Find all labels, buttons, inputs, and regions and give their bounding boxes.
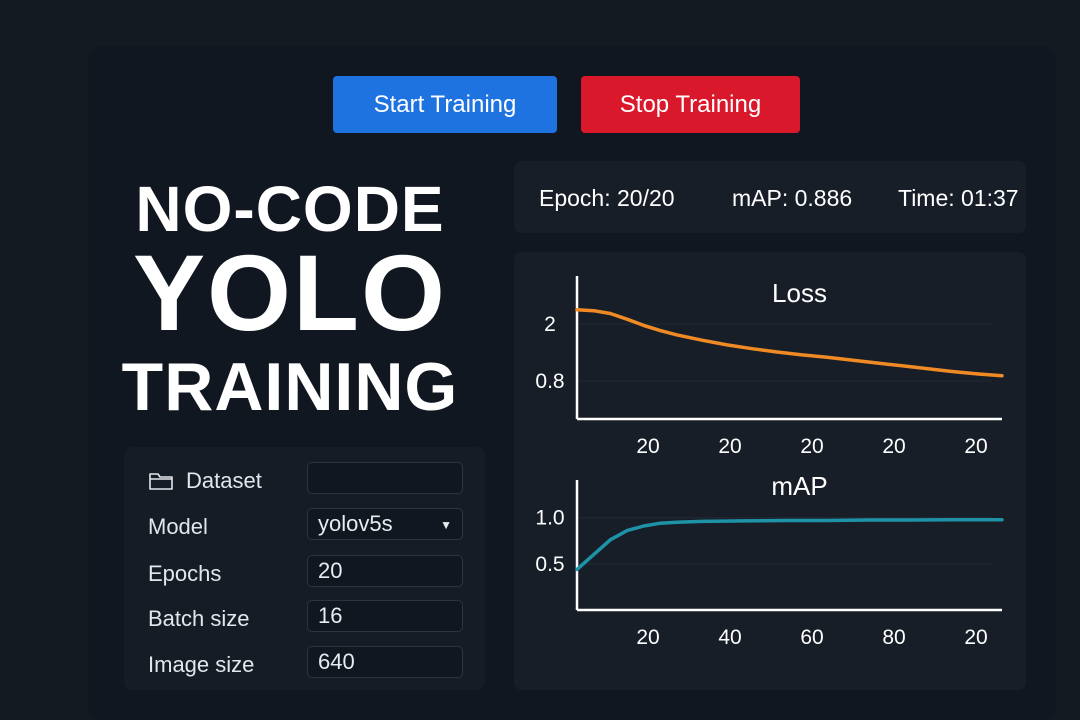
model-select-value: yolov5s: [318, 511, 393, 536]
image-size-label: Image size: [148, 652, 255, 677]
epochs-row: Epochs 20: [124, 555, 485, 591]
epochs-input[interactable]: 20: [307, 555, 463, 587]
x-tick-label: 20: [636, 626, 659, 649]
y-tick-label: 0.8: [535, 370, 564, 393]
map-stat: mAP: 0.886: [732, 185, 853, 211]
start-training-button[interactable]: Start Training: [333, 76, 557, 133]
dataset-label: Dataset: [148, 468, 262, 494]
dataset-input[interactable]: [307, 462, 463, 494]
dataset-row: Dataset: [124, 462, 485, 498]
y-tick-label: 1.0: [535, 507, 564, 530]
training-stats-bar: Epoch: 20/20 mAP: 0.886 Time: 01:37: [514, 161, 1026, 233]
folder-icon: [149, 473, 173, 490]
caret-down-icon: ▼: [440, 518, 452, 532]
batch-size-row: Batch size 16: [124, 600, 485, 636]
epochs-label: Epochs: [148, 561, 222, 586]
batch-size-label: Batch size: [148, 606, 250, 631]
batch-size-input[interactable]: 16: [307, 600, 463, 632]
model-label: Model: [148, 514, 208, 539]
x-tick-label: 20: [964, 626, 987, 649]
time-stat: Time: 01:37: [898, 185, 1019, 211]
charts-card: Loss 2 0.8 20 20 20 20 20 mAP 1.0 0.5 20 40 60 80 20: [514, 252, 1026, 690]
model-row: Model yolov5s ▼: [124, 508, 485, 544]
loss-series-line: [575, 308, 1004, 378]
image-size-input[interactable]: 640: [307, 646, 463, 678]
y-tick-label: 2: [544, 313, 556, 336]
x-tick-label: 80: [882, 626, 905, 649]
headline-line-3: TRAINING: [121, 349, 459, 425]
image-size-row: Image size 640: [124, 646, 485, 682]
headline-line-1: NO-CODE: [135, 173, 445, 245]
training-charts: Loss 2 0.8 20 20 20 20 20 mAP 1.0 0.5 20 40 60 80 20: [535, 276, 1004, 649]
x-tick-label: 40: [718, 626, 741, 649]
training-config-form: Dataset Model yolov5s ▼ Epochs 20 Batch …: [124, 447, 485, 690]
x-tick-label: 20: [636, 435, 659, 458]
y-tick-label: 0.5: [535, 553, 564, 576]
x-tick-label: 20: [964, 435, 987, 458]
chart-title: Loss: [772, 278, 827, 308]
map-series-line: [575, 517, 1004, 572]
epoch-stat: Epoch: 20/20: [539, 185, 675, 211]
x-tick-label: 20: [882, 435, 905, 458]
x-tick-label: 60: [800, 626, 823, 649]
x-tick-label: 20: [718, 435, 741, 458]
chart-title: mAP: [771, 471, 827, 501]
x-tick-label: 20: [800, 435, 823, 458]
headline-line-2: YOLO: [132, 232, 448, 353]
model-select[interactable]: yolov5s ▼: [307, 508, 463, 540]
dataset-label-text: Dataset: [186, 468, 262, 493]
stop-training-button[interactable]: Stop Training: [581, 76, 800, 133]
